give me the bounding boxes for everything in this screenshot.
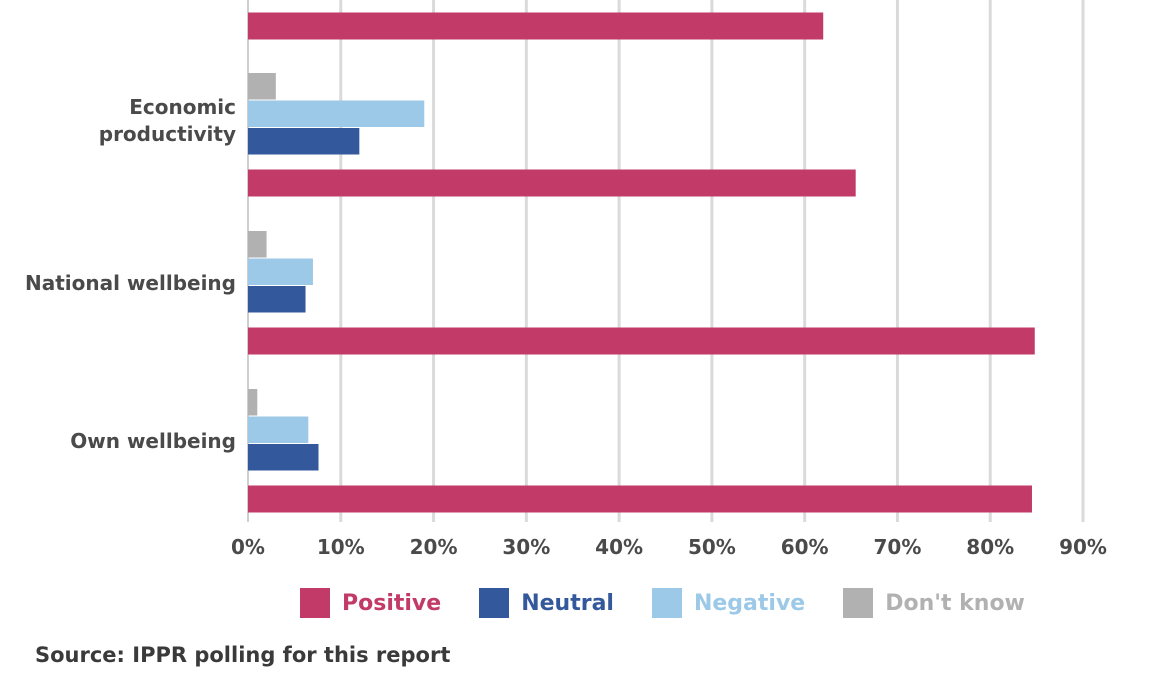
x-tick-label: 0%: [231, 535, 265, 559]
source-note: Source: IPPR polling for this report: [35, 643, 451, 667]
bar-positive: [248, 169, 856, 197]
bar-neutral: [248, 444, 319, 471]
legend-item-neutral: Neutral: [479, 588, 614, 618]
bar-negative: [248, 258, 313, 285]
category-label: Economic productivity: [99, 95, 236, 146]
bar-positive: [248, 485, 1032, 513]
x-tick-label: 40%: [595, 535, 643, 559]
legend-item-positive: Positive: [300, 588, 441, 618]
category-label: Own wellbeing: [70, 429, 236, 453]
legend-swatch-dont-know: [843, 588, 874, 618]
gridlines: [247, 0, 1085, 522]
legend-item-negative: Negative: [651, 588, 806, 618]
x-tick-label: 10%: [317, 535, 365, 559]
bar-dont-know: [248, 73, 276, 100]
x-tick-label: 60%: [781, 535, 829, 559]
x-tick-label: 20%: [410, 535, 458, 559]
bar-dont-know: [248, 231, 267, 258]
x-tick-label: 50%: [688, 535, 736, 559]
bar-positive: [248, 12, 824, 40]
bar-dont-know: [248, 389, 258, 416]
legend-label-dont-know: Don't know: [885, 590, 1025, 616]
bar-negative: [248, 416, 309, 443]
legend-label-negative: Negative: [693, 590, 806, 616]
legend: Positive Neutral Negative Don't know: [300, 588, 1063, 618]
legend-swatch-positive: [300, 588, 330, 618]
x-tick-label: 90%: [1059, 535, 1107, 559]
x-tick-label: 70%: [874, 535, 922, 559]
legend-swatch-neutral: [479, 588, 510, 618]
x-axis-ticks: 0% 10% 20% 30% 40% 50% 60% 70% 80% 90%: [231, 535, 1107, 559]
bar-neutral: [248, 286, 306, 313]
legend-swatch-negative: [651, 588, 682, 618]
bar-negative: [248, 100, 425, 127]
legend-label-neutral: Neutral: [521, 590, 614, 616]
category-label: National wellbeing: [25, 271, 236, 295]
x-tick-label: 30%: [502, 535, 550, 559]
bars: [248, 12, 1035, 513]
legend-label-positive: Positive: [342, 590, 442, 616]
x-tick-label: 80%: [966, 535, 1014, 559]
bar-chart: 0% 10% 20% 30% 40% 50% 60% 70% 80% 90% Economic pr…: [25, 0, 1107, 559]
bar-neutral: [248, 128, 360, 155]
legend-item-dont-know: Don't know: [843, 588, 1025, 618]
category-labels: Economic productivity National wellbeing Ow…: [25, 95, 236, 453]
bar-positive: [248, 327, 1035, 355]
